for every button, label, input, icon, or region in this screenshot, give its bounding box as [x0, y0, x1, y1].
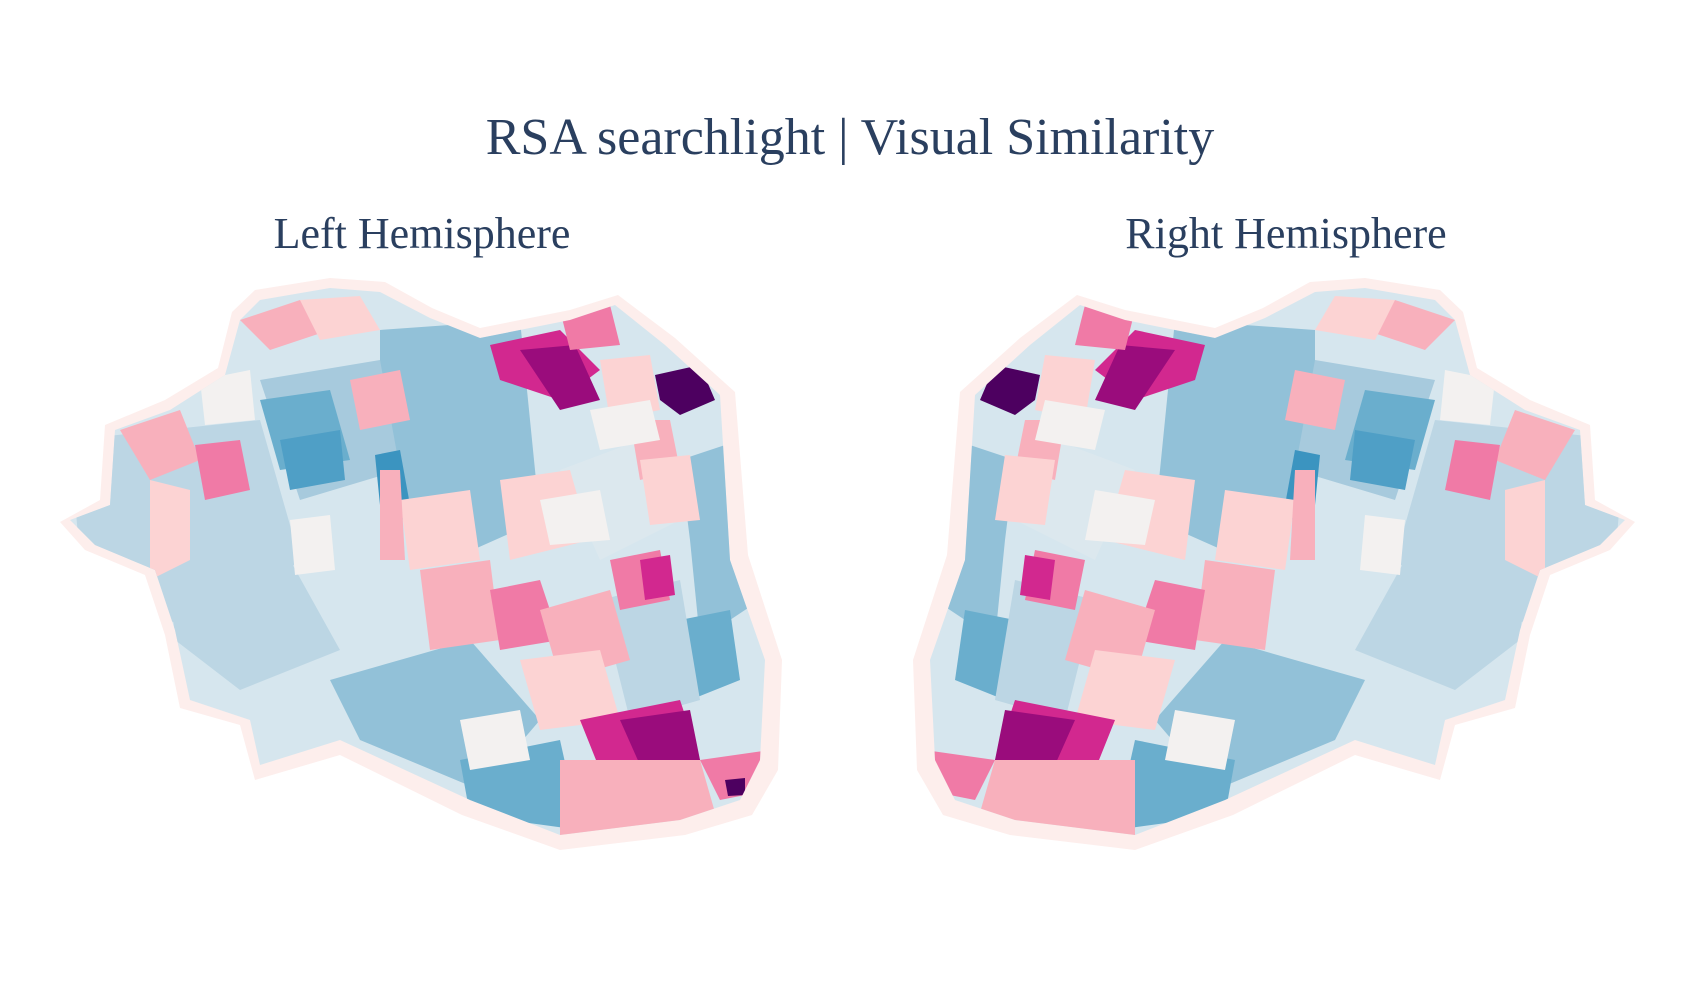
right-hemisphere-label: Right Hemisphere [1125, 209, 1447, 258]
left-parcels [70, 288, 765, 835]
figure-title: RSA searchlight | Visual Similarity [485, 109, 1215, 166]
right-hemisphere-flatmap [913, 278, 1635, 850]
left-hemisphere-label: Left Hemisphere [273, 209, 571, 258]
left-hemisphere-flatmap [60, 278, 782, 850]
